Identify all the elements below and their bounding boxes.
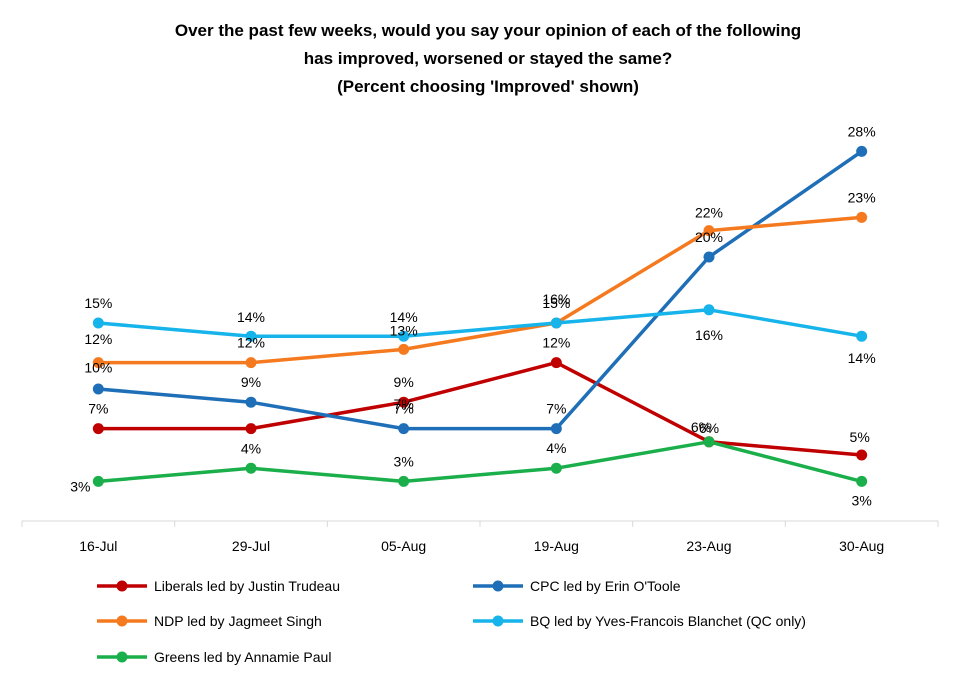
x-tick-label: 05-Aug bbox=[381, 538, 426, 554]
series-point bbox=[92, 383, 104, 395]
data-label: 20% bbox=[695, 229, 723, 245]
x-tick-label: 16-Jul bbox=[79, 538, 117, 554]
data-label: 6% bbox=[691, 419, 711, 435]
data-label: 14% bbox=[237, 309, 265, 325]
legend-swatch-marker bbox=[116, 580, 128, 592]
series-point bbox=[550, 462, 562, 474]
x-axis-ticks bbox=[21, 521, 939, 527]
series-points bbox=[92, 145, 868, 487]
data-label: 12% bbox=[237, 335, 265, 351]
chart-title-line-1: Over the past few weeks, would you say y… bbox=[175, 21, 801, 40]
data-label: 15% bbox=[542, 295, 570, 311]
data-label: 12% bbox=[84, 331, 112, 347]
data-label: 4% bbox=[241, 441, 261, 457]
data-label: 14% bbox=[848, 350, 876, 366]
series-point bbox=[245, 396, 257, 408]
series-point bbox=[703, 304, 715, 316]
data-label: 22% bbox=[695, 205, 723, 221]
series-point bbox=[398, 343, 410, 355]
series-point bbox=[398, 423, 410, 435]
series-point bbox=[703, 225, 715, 237]
data-label: 3% bbox=[70, 478, 90, 494]
series-point bbox=[550, 357, 562, 369]
legend-label: CPC led by Erin O'Toole bbox=[530, 578, 681, 594]
series-point bbox=[245, 423, 257, 435]
series-point bbox=[550, 423, 562, 435]
data-label: 14% bbox=[390, 309, 418, 325]
data-label: 3% bbox=[852, 492, 872, 508]
series-point bbox=[856, 145, 868, 157]
data-label: 9% bbox=[394, 374, 414, 390]
x-tick-label: 29-Jul bbox=[232, 538, 270, 554]
series-point bbox=[92, 423, 104, 435]
data-label: 7% bbox=[394, 396, 414, 412]
series-point bbox=[92, 475, 104, 487]
series-line bbox=[96, 308, 864, 338]
series-point bbox=[245, 330, 257, 342]
series-point bbox=[703, 251, 715, 263]
legend-swatch-marker bbox=[492, 615, 504, 627]
data-label: 7% bbox=[394, 401, 414, 417]
data-label: 3% bbox=[394, 453, 414, 469]
data-label: 28% bbox=[848, 123, 876, 139]
series-point bbox=[92, 357, 104, 369]
data-label: 7% bbox=[546, 401, 566, 417]
series-point bbox=[92, 317, 104, 329]
series-point bbox=[245, 462, 257, 474]
data-label: 6% bbox=[699, 420, 719, 436]
x-tick-label: 23-Aug bbox=[686, 538, 731, 554]
chart-title: Over the past few weeks, would you say y… bbox=[175, 21, 801, 96]
series-point bbox=[703, 436, 715, 448]
series-point bbox=[856, 330, 868, 342]
series-point bbox=[856, 449, 868, 461]
series-lines bbox=[96, 149, 864, 484]
chart-title-line-2: has improved, worsened or stayed the sam… bbox=[304, 49, 672, 68]
data-label: 13% bbox=[390, 322, 418, 338]
data-label: 15% bbox=[84, 295, 112, 311]
legend-label: NDP led by Jagmeet Singh bbox=[154, 613, 322, 629]
legend-swatch-marker bbox=[116, 615, 128, 627]
x-axis-tick-labels: 16-Jul 29-Jul 05-Aug 19-Aug 23-Aug 30-Aug bbox=[79, 538, 884, 554]
data-label: 4% bbox=[546, 440, 566, 456]
series-point bbox=[245, 357, 257, 369]
series-point bbox=[856, 475, 868, 487]
legend-swatch-marker bbox=[492, 580, 504, 592]
chart-title-line-3: (Percent choosing 'Improved' shown) bbox=[337, 77, 639, 96]
data-label: 16% bbox=[542, 291, 570, 307]
legend-label: Liberals led by Justin Trudeau bbox=[154, 578, 340, 594]
series-point bbox=[398, 475, 410, 487]
x-tick-label: 30-Aug bbox=[839, 538, 884, 554]
legend-swatch-marker bbox=[116, 651, 128, 663]
x-tick-label: 19-Aug bbox=[534, 538, 579, 554]
legend: Liberals led by Justin Trudeau CPC led by… bbox=[97, 578, 806, 665]
data-label: 23% bbox=[848, 189, 876, 205]
data-label: 9% bbox=[241, 374, 261, 390]
data-labels: 7%4%9%12%6%5%9%7% 7%20%28%10%12%13%16%22%… bbox=[70, 123, 875, 508]
data-label: 7% bbox=[88, 401, 108, 417]
series-line bbox=[96, 360, 864, 457]
legend-label: Greens led by Annamie Paul bbox=[154, 649, 331, 665]
legend-label: BQ led by Yves-Francois Blanchet (QC onl… bbox=[530, 613, 806, 629]
series-line bbox=[96, 149, 864, 431]
series-point bbox=[856, 211, 868, 223]
data-label: 12% bbox=[542, 335, 570, 351]
data-label: 16% bbox=[695, 327, 723, 343]
data-label: 5% bbox=[850, 429, 870, 445]
series-line bbox=[96, 215, 864, 365]
series-line bbox=[96, 440, 864, 484]
series-point bbox=[398, 330, 410, 342]
series-point bbox=[550, 317, 562, 329]
series-point bbox=[398, 396, 410, 408]
data-label: 10% bbox=[84, 360, 112, 376]
